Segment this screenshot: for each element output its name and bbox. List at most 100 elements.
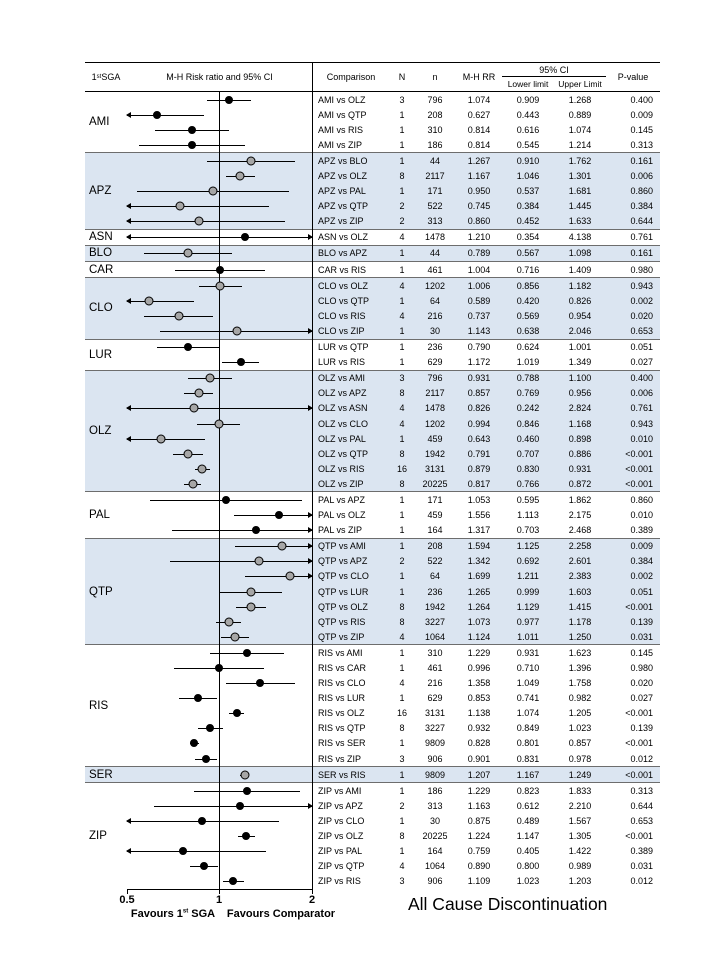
n-patients-cell: 906 [427,753,443,764]
n-patients-cell: 44 [429,155,440,166]
lower-limit-cell: 0.638 [516,325,540,336]
upper-limit-cell: 1.249 [568,769,592,780]
lower-limit-cell: 0.692 [516,556,540,567]
table-row: PAL vs APZ 1 171 1.053 0.595 1.862 0.860 [85,492,660,507]
upper-limit-cell: 1.205 [568,708,592,719]
comparison-cell: OLZ vs QTP [318,448,369,459]
pvalue-cell: 0.943 [630,418,653,429]
table-row: ASN vs OLZ 4 1478 1.210 0.354 4.138 0.761 [85,230,660,245]
n-patients-cell: 1478 [424,403,446,414]
pvalue-cell: 0.980 [630,663,653,674]
rr-cell: 1.207 [467,769,491,780]
upper-limit-cell: 2.046 [568,325,592,336]
n-patients-cell: 459 [427,510,443,521]
rr-cell: 1.004 [467,264,491,275]
n-studies-cell: 1 [399,785,405,796]
ci-arrow-right-icon [308,327,313,334]
n-studies-cell: 1 [399,525,405,536]
header-n-patients: n [432,72,438,82]
upper-limit-cell: 1.023 [568,723,592,734]
point-marker [188,125,197,134]
upper-limit-cell: 1.203 [568,876,592,887]
rr-cell: 0.853 [467,693,491,704]
group-label: LUR [89,348,113,361]
group-ami: AMI AMI vs OLZ 3 796 1.074 0.909 1.268 0.400 AMI… [85,92,660,152]
group-label: APZ [89,185,112,198]
pvalue-cell: 0.653 [630,325,653,336]
lower-limit-cell: 0.707 [516,448,540,459]
upper-limit-cell: 0.954 [568,310,592,321]
upper-limit-cell: 1.445 [568,201,592,212]
n-patients-cell: 186 [427,785,443,796]
header-pvalue: P-value [617,72,649,82]
point-marker [224,617,234,627]
comparison-cell: OLZ vs ZIP [318,478,364,489]
rr-cell: 1.229 [467,647,491,658]
table-row: RIS vs QTP 8 3227 0.932 0.849 1.023 0.139 [85,721,660,736]
forest-plot-cell [127,246,312,261]
pvalue-cell: 0.006 [630,171,653,182]
upper-limit-cell: 1.422 [568,846,592,857]
comparison-cell: ZIP vs OLZ [318,831,364,842]
rr-cell: 1.229 [467,785,491,796]
upper-limit-cell: 1.305 [568,831,592,842]
axis-tick-label: 0.5 [119,894,135,906]
pvalue-cell: 0.161 [630,155,653,166]
point-marker [243,786,252,795]
group-lur: LUR LUR vs QTP 1 236 0.790 0.624 1.001 0.051 LUR… [85,338,660,370]
upper-limit-cell: 1.349 [568,357,592,368]
table-row: ZIP vs CLO 1 30 0.875 0.489 1.567 0.653 [85,813,660,828]
table-row: OLZ vs APZ 8 2117 0.857 0.769 0.956 0.006 [85,386,660,401]
point-marker [174,311,184,321]
rr-cell: 0.931 [467,373,491,384]
table-row: APZ vs PAL 1 171 0.950 0.537 1.681 0.860 [85,184,660,199]
point-marker [194,216,204,226]
lower-limit-cell: 1.046 [516,171,540,182]
table-row: CLO vs OLZ 4 1202 1.006 0.856 1.182 0.943 [85,278,660,293]
header-sga-rest: SGA [101,72,121,82]
n-studies-cell: 3 [399,373,405,384]
n-patients-cell: 164 [427,525,443,536]
n-studies-cell: 4 [399,678,405,689]
group-label: SER [89,768,113,781]
pvalue-cell: <0.001 [625,601,653,612]
table-row: RIS vs AMI 1 310 1.229 0.931 1.623 0.145 [85,645,660,660]
n-patients-cell: 20225 [422,831,448,842]
pvalue-cell: <0.001 [625,478,653,489]
lower-limit-cell: 0.788 [516,373,540,384]
n-studies-cell: 2 [399,800,405,811]
table-row: APZ vs BLO 1 44 1.267 0.910 1.762 0.161 [85,153,660,168]
comparison-cell: APZ vs PAL [318,186,366,197]
comparison-cell: RIS vs OLZ [318,708,365,719]
upper-limit-cell: 2.601 [568,556,592,567]
table-row: QTP vs AMI 1 208 1.594 1.125 2.258 0.009 [85,539,660,554]
table-row: PAL vs ZIP 1 164 1.317 0.703 2.468 0.389 [85,523,660,538]
pvalue-cell: 0.020 [630,678,653,689]
ci-arrow-right-icon [308,543,313,550]
n-patients-cell: 796 [427,373,443,384]
upper-limit-cell: 0.826 [568,295,592,306]
ci-line [127,438,206,440]
n-studies-cell: 4 [399,631,405,642]
forest-plot-cell [127,859,312,874]
pvalue-cell: 0.139 [630,616,653,627]
pvalue-cell: 0.161 [630,248,653,259]
lower-limit-cell: 0.460 [516,433,540,444]
upper-limit-cell: 1.415 [568,601,592,612]
comparison-cell: RIS vs ZIP [318,753,362,764]
rr-cell: 0.996 [467,663,491,674]
n-studies-cell: 1 [399,139,405,150]
axis-tick-label: 2 [308,894,316,906]
favours-left-sup: st [182,908,189,915]
comparison-cell: OLZ vs PAL [318,433,366,444]
n-patients-cell: 310 [427,124,443,135]
comparison-cell: AMI vs ZIP [318,139,363,150]
lower-limit-cell: 0.999 [516,586,540,597]
point-marker [197,816,206,825]
pvalue-cell: 0.139 [630,723,653,734]
pvalue-cell: 0.860 [630,494,653,505]
point-marker [229,877,238,886]
upper-limit-cell: 1.623 [568,647,592,658]
point-marker [246,587,256,597]
favours-left-rest: SGA [188,908,216,920]
